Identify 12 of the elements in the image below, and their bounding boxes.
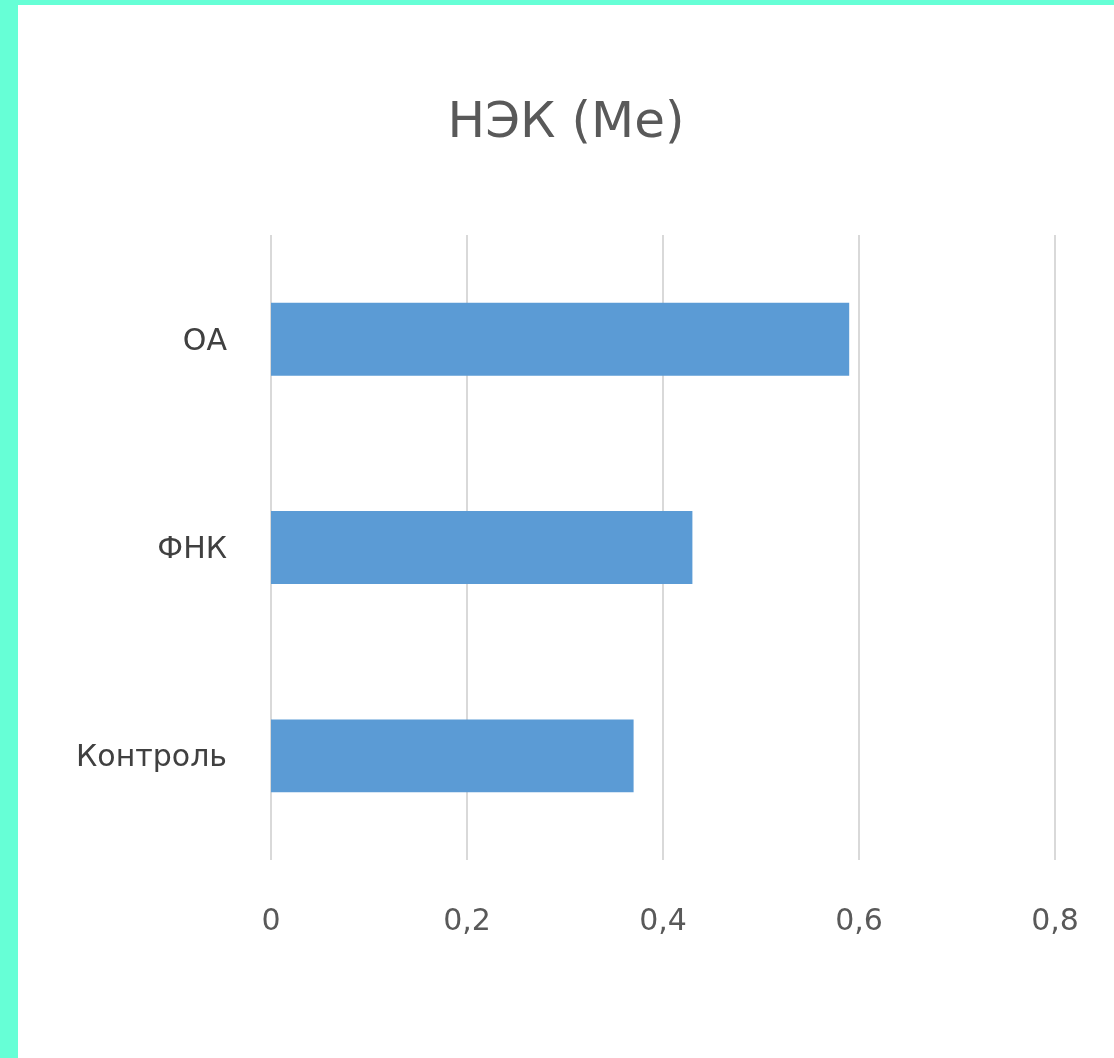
y-tick-label: Контроль — [76, 738, 227, 774]
chart-title: НЭК (Me) — [447, 91, 685, 149]
bar — [271, 719, 634, 793]
bar — [271, 302, 850, 376]
x-tick-label: 0,2 — [443, 901, 491, 937]
x-tick-label: 0,6 — [835, 901, 883, 937]
bar — [271, 511, 693, 584]
y-tick-label: ФНК — [157, 530, 227, 565]
x-tick-label: 0 — [261, 901, 281, 937]
x-tick-label: 0,4 — [639, 901, 687, 937]
x-tick-label: 0,8 — [1031, 901, 1079, 937]
y-tick-label: ОА — [182, 321, 228, 357]
